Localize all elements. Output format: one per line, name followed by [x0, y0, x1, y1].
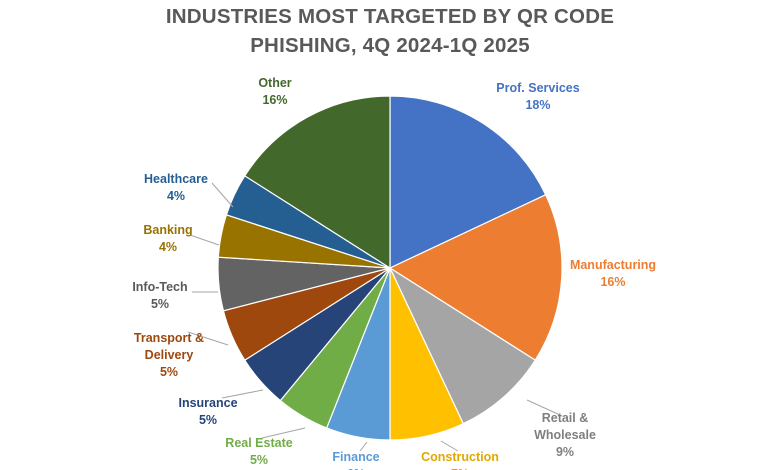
slice-name-other: Other [258, 76, 291, 90]
chart-title-line-1: INDUSTRIES MOST TARGETED BY QR CODE [165, 5, 615, 28]
slice-label-healthcare: Healthcare 4% [144, 172, 208, 203]
slice-label-construction: Construction 7% [421, 450, 499, 470]
slice-pct-other: 16% [262, 93, 287, 107]
slice-label-banking: Banking 4% [143, 223, 192, 254]
slice-name-healthcare: Healthcare [144, 172, 208, 186]
slice-pct-banking: 4% [159, 240, 177, 254]
chart-title-line-2: PHISHING, 4Q 2024-1Q 2025 [250, 34, 530, 57]
slice-pct-retail-wholesale: 9% [556, 445, 574, 459]
slice-label-prof-services: Prof. Services 18% [496, 81, 579, 112]
slice-pct-finance: 6% [347, 467, 365, 470]
slice-label-finance: Finance 6% [332, 450, 379, 470]
slice-pct-real-estate: 5% [250, 453, 268, 467]
slice-label-manufacturing: Manufacturing 16% [570, 258, 656, 289]
leader-line-finance [359, 441, 368, 452]
pie-slice-manufacturing [388, 193, 563, 361]
leader-line-real-estate [261, 427, 306, 439]
slice-name-prof-services: Prof. Services [496, 81, 579, 95]
slice-name-real-estate: Real Estate [225, 436, 292, 450]
leader-line-banking [189, 234, 220, 246]
slice-pct-manufacturing: 16% [600, 275, 625, 289]
leader-line-retail-wholesale [526, 399, 561, 416]
slice-pct-healthcare: 4% [167, 189, 185, 203]
slice-name-retail-wholesale: Wholesale [534, 428, 596, 442]
slice-name-info-tech: Info-Tech [132, 280, 187, 294]
slice-label-transport-delivery: Transport & Delivery 5% [134, 331, 204, 379]
chart-title: INDUSTRIES MOST TARGETED BY QR CODE PHIS… [0, 2, 780, 60]
leader-line-healthcare [211, 182, 234, 208]
slice-name-finance: Finance [332, 450, 379, 464]
slice-name-banking: Banking [143, 223, 192, 237]
slice-label-retail-wholesale: Retail & Wholesale 9% [534, 411, 596, 459]
slice-label-insurance: Insurance 5% [178, 396, 237, 427]
slice-pct-insurance: 5% [199, 413, 217, 427]
leader-line-construction [440, 440, 459, 452]
slice-name-transport-delivery: Transport & [134, 331, 204, 345]
leader-line-insurance [221, 389, 264, 399]
slice-label-info-tech: Info-Tech 5% [132, 280, 187, 311]
slice-pct-construction: 7% [451, 467, 469, 470]
pie-slice-retail-wholesale [388, 266, 537, 425]
slice-name-insurance: Insurance [178, 396, 237, 410]
pie-slice-prof-services [389, 95, 547, 269]
slice-name-manufacturing: Manufacturing [570, 258, 656, 272]
slice-label-other: Other 16% [258, 76, 291, 107]
slice-name-construction: Construction [421, 450, 499, 464]
pie-slice-other [243, 95, 391, 270]
slice-name-transport-delivery: Delivery [145, 348, 194, 362]
slice-pct-transport-delivery: 5% [160, 365, 178, 379]
slice-pct-info-tech: 5% [151, 297, 169, 311]
slice-pct-prof-services: 18% [525, 98, 550, 112]
slice-name-retail-wholesale: Retail & [542, 411, 589, 425]
slice-label-real-estate: Real Estate 5% [225, 436, 292, 467]
leader-line-transport-delivery [187, 331, 229, 346]
